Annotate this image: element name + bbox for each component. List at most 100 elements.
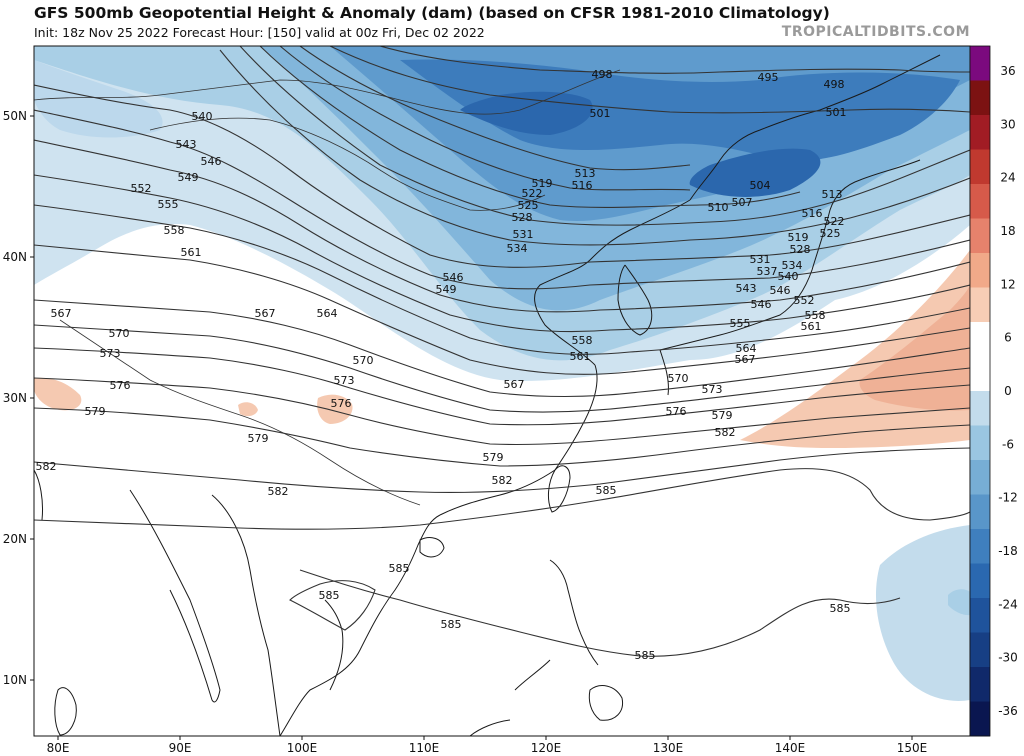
- colorbar-label: 0: [1004, 384, 1012, 398]
- lat-label: 30N: [3, 391, 27, 405]
- colorbar-label: 36: [1000, 64, 1015, 78]
- contour-line: [299, 46, 691, 171]
- contour-value-label: 516: [802, 207, 823, 220]
- contour-value-label: 546: [770, 284, 791, 297]
- contour-line: [34, 447, 970, 494]
- contour-value-label: 525: [518, 199, 539, 212]
- contour-value-label: 582: [492, 474, 513, 487]
- coastline-taiwan: [547, 465, 571, 513]
- colorbar-swatch: [970, 184, 990, 219]
- contour-value-label: 585: [596, 484, 617, 497]
- colorbar-swatch: [970, 80, 990, 116]
- border-mongolia: [149, 117, 546, 211]
- contour-value-label: 582: [268, 485, 289, 498]
- coastline-korea: [617, 264, 653, 336]
- contour-value-label: 555: [158, 198, 179, 211]
- contour-value-label: 507: [732, 196, 753, 209]
- contour-value-label: 519: [788, 231, 809, 244]
- colorbar-swatch: [970, 356, 990, 392]
- contour-line: [34, 468, 970, 530]
- height-contours: [34, 46, 970, 657]
- contour-value-label: 546: [751, 298, 772, 311]
- lon-label: 130E: [653, 741, 684, 755]
- contour-value-label: 567: [504, 378, 525, 391]
- anomaly-positive-east-core: [859, 285, 970, 411]
- colorbar-label: -36: [998, 704, 1018, 718]
- coastlines: [34, 54, 941, 736]
- contour-value-label: 561: [181, 246, 202, 259]
- contour-value-label: 582: [36, 460, 57, 473]
- contour-value-label: 531: [750, 253, 771, 266]
- contour-value-label: 501: [826, 106, 847, 119]
- contour-value-label: 579: [248, 432, 269, 445]
- colorbar-swatch: [970, 322, 990, 357]
- contour-value-label: 513: [822, 188, 843, 201]
- colorbar-label: 24: [1000, 171, 1015, 185]
- coastline-kyushu: [659, 349, 669, 396]
- contour-line: [259, 46, 801, 209]
- anomaly-negative-southeast-core: [948, 589, 970, 616]
- colorbar-swatch: [970, 253, 990, 288]
- contour-value-label: 549: [178, 171, 199, 184]
- colorbar-swatch: [970, 701, 990, 737]
- contour-value-label: 525: [820, 227, 841, 240]
- colorbar-label: -18: [998, 544, 1018, 558]
- contour-value-label: 546: [443, 271, 464, 284]
- contour-value-label: 501: [590, 107, 611, 120]
- contour-value-label: 579: [85, 405, 106, 418]
- contour-value-label: 561: [570, 350, 591, 363]
- contour-value-label: 516: [572, 179, 593, 192]
- lon-label: 120E: [531, 741, 562, 755]
- contour-value-label: 561: [801, 320, 822, 333]
- contour-value-label: 585: [441, 618, 462, 631]
- longitude-axis: 80E 90E 100E 110E 120E 130E 140E 150E: [47, 736, 927, 755]
- contour-value-label: 573: [100, 347, 121, 360]
- latitude-axis: 50N 40N 30N 20N 10N: [3, 109, 34, 687]
- contour-line: [34, 347, 970, 426]
- lon-label: 110E: [409, 741, 440, 755]
- colorbar-label: 30: [1000, 117, 1015, 131]
- contour-value-label: 540: [192, 110, 213, 123]
- border-china-west: [59, 319, 421, 506]
- contour-line: [34, 324, 970, 413]
- lat-label: 10N: [3, 673, 27, 687]
- contour-value-label: 510: [708, 201, 729, 214]
- contour-value-label: 558: [164, 224, 185, 237]
- contour-line: [34, 174, 970, 333]
- anomaly-negative-southeast: [875, 525, 970, 701]
- coastline-gulf-thailand: [324, 599, 344, 691]
- contour-value-label: 567: [51, 307, 72, 320]
- contour-line: [34, 204, 970, 355]
- contour-line: [34, 244, 970, 375]
- colorbar-swatch: [970, 115, 990, 150]
- anomaly-positive-west: [34, 377, 82, 411]
- contour-value-label: 576: [331, 397, 352, 410]
- colorbar-swatch: [970, 218, 990, 254]
- colorbar-label: 12: [1000, 277, 1015, 291]
- contour-value-label: 567: [255, 307, 276, 320]
- colorbar-swatch: [970, 149, 990, 185]
- contour-line: [34, 84, 970, 268]
- coastline-hainan: [419, 537, 445, 558]
- border-russia-china: [34, 69, 621, 115]
- colorbar-swatch: [970, 529, 990, 564]
- contour-value-label: 555: [730, 317, 751, 330]
- contour-value-label: 576: [666, 405, 687, 418]
- contour-value-label: 582: [715, 426, 736, 439]
- anomaly-negative-peak-east: [689, 148, 821, 197]
- contour-value-label: 564: [317, 307, 338, 320]
- contour-value-label: 534: [507, 242, 528, 255]
- contour-line: [34, 299, 970, 398]
- contour-line: [239, 46, 970, 226]
- colorbar-labels: 36 30 24 18 12 6 0 -6 -12 -18 -24 -30 -36: [998, 64, 1018, 718]
- colorbar-label: -6: [1002, 437, 1014, 451]
- lat-label: 50N: [3, 109, 27, 123]
- contour-value-label: 546: [201, 155, 222, 168]
- coastline-mindanao: [588, 685, 624, 721]
- contour-value-label: 552: [794, 294, 815, 307]
- coastline-myanmar: [211, 494, 281, 736]
- contour-value-label: 558: [805, 309, 826, 322]
- contour-value-label: 495: [758, 71, 779, 84]
- contour-value-label: 579: [483, 451, 504, 464]
